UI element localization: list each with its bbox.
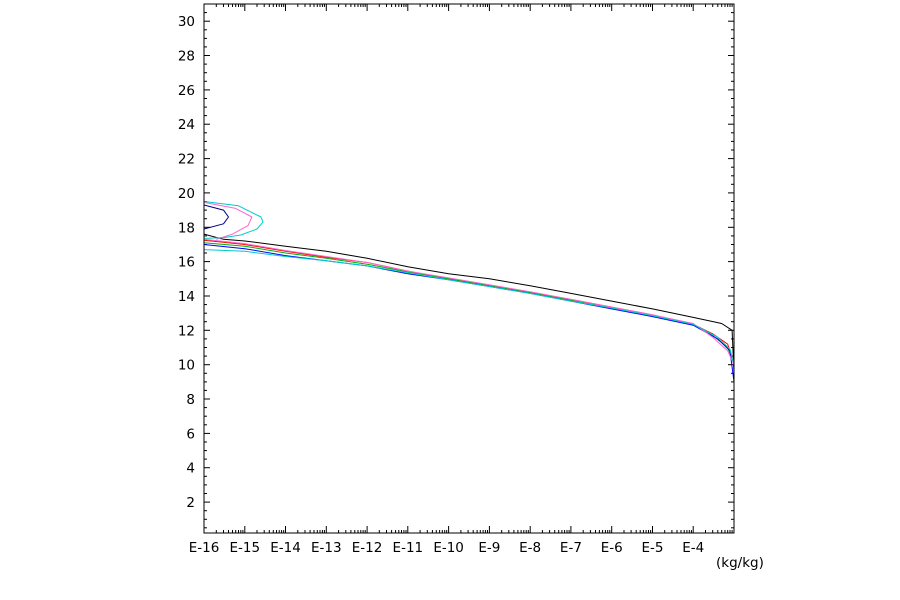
series-line-5 bbox=[203, 238, 735, 365]
y-tick-label: 10 bbox=[178, 358, 195, 374]
y-tick-label: 24 bbox=[178, 117, 195, 133]
series-layer bbox=[203, 50, 735, 533]
x-tick-label: E-9 bbox=[478, 540, 500, 556]
y-tick-label: 26 bbox=[178, 83, 195, 99]
tick-layer bbox=[203, 4, 734, 533]
y-tick-label: 14 bbox=[178, 289, 195, 305]
x-tick-label: E-13 bbox=[311, 540, 342, 556]
x-tick-label: E-10 bbox=[433, 540, 464, 556]
series-line-9 bbox=[203, 201, 264, 239]
series-line-1 bbox=[203, 233, 735, 374]
y-tick-label: 28 bbox=[178, 49, 195, 65]
x-tick-label: E-4 bbox=[682, 540, 704, 556]
series-line-7 bbox=[203, 204, 229, 230]
y-tick-label: 30 bbox=[178, 14, 195, 30]
x-tick-label: E-5 bbox=[641, 540, 663, 556]
y-tick-label: 12 bbox=[178, 323, 195, 339]
x-tick-label: E-12 bbox=[352, 540, 383, 556]
series-line-2 bbox=[203, 239, 735, 365]
series-line-6 bbox=[203, 249, 735, 365]
x-tick-label: E-16 bbox=[189, 540, 220, 556]
y-tick-label: 8 bbox=[186, 392, 195, 408]
x-tick-label: E-11 bbox=[393, 540, 424, 556]
series-line-3 bbox=[203, 242, 735, 365]
y-tick-label: 16 bbox=[178, 255, 195, 271]
plot-frame bbox=[203, 3, 735, 534]
y-tick-label: 4 bbox=[186, 461, 195, 477]
x-tick-label: E-8 bbox=[519, 540, 541, 556]
x-tick-label: E-7 bbox=[560, 540, 582, 556]
y-tick-label: 18 bbox=[178, 220, 195, 236]
y-tick-label: 22 bbox=[178, 152, 195, 168]
series-line-4 bbox=[203, 244, 735, 382]
y-tick-label: 2 bbox=[186, 495, 195, 511]
series-line-8 bbox=[203, 201, 253, 240]
y-tick-label: 20 bbox=[178, 186, 195, 202]
y-tick-label: 6 bbox=[186, 426, 195, 442]
x-tick-label: E-6 bbox=[601, 540, 623, 556]
x-tick-label: E-15 bbox=[229, 540, 260, 556]
x-axis-unit-label: (kg/kg) bbox=[716, 555, 764, 571]
x-tick-label: E-14 bbox=[270, 540, 301, 556]
